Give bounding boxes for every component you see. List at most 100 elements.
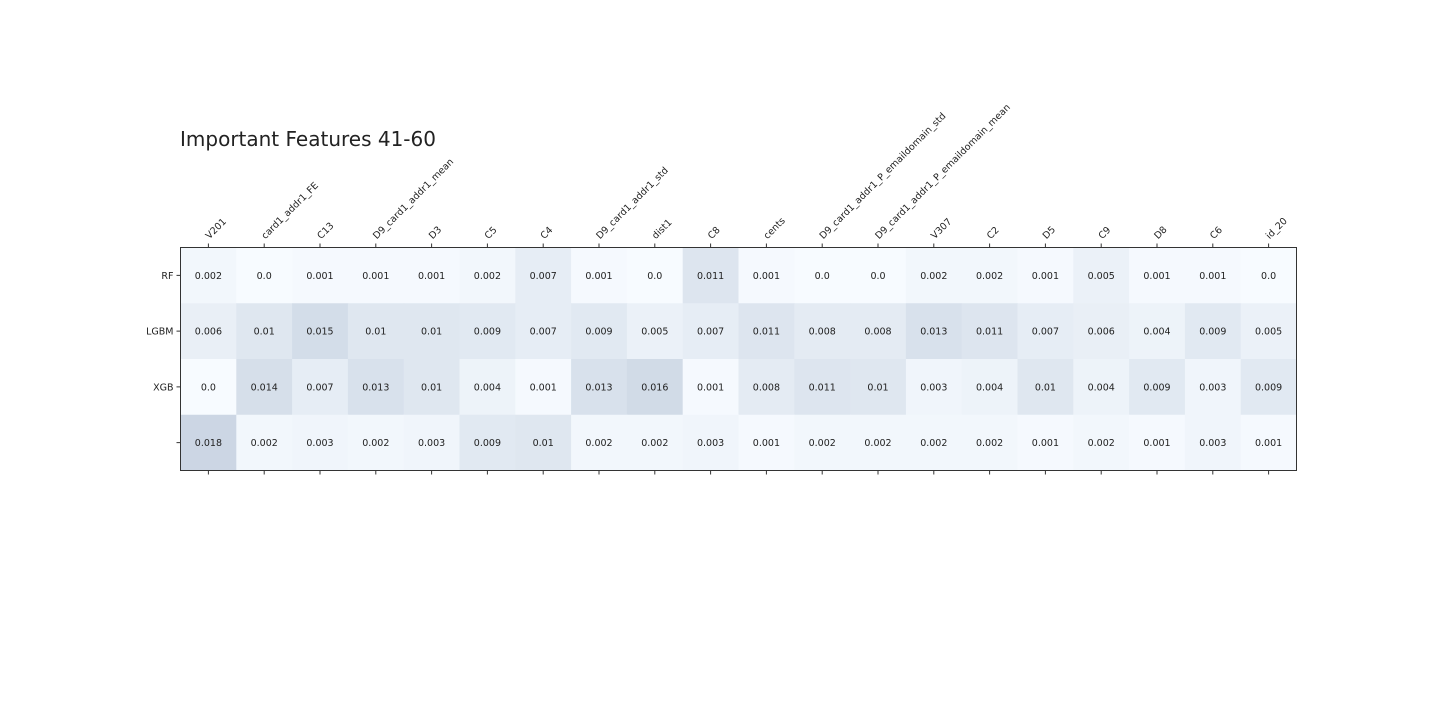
cell-value-label: 0.014 <box>251 382 278 393</box>
cell-value-label: 0.013 <box>920 327 947 338</box>
cell-value-label: 0.004 <box>1143 327 1170 338</box>
heatmap-cell <box>459 359 516 416</box>
cell-value-label: 0.001 <box>1143 271 1170 282</box>
cell-value-label: 0.001 <box>697 382 724 393</box>
x-tick-label: D9_card1_addr1_P_emaildomain_std <box>818 111 949 242</box>
cell-value-label: 0.001 <box>530 382 557 393</box>
heatmap-cell <box>180 247 237 304</box>
cell-value-label: 0.002 <box>585 438 612 449</box>
x-tick-label: D3 <box>427 224 444 241</box>
cell-value-label: 0.004 <box>474 382 501 393</box>
cell-value-label: 0.01 <box>421 382 442 393</box>
heatmap-cell <box>1129 414 1186 471</box>
heatmap-cell <box>1129 303 1186 360</box>
cell-value-label: 0.0 <box>870 271 885 282</box>
plot-frame <box>180 247 1297 471</box>
cell-value-label: 0.011 <box>976 327 1003 338</box>
heatmap-cell <box>961 359 1018 416</box>
heatmap-cell <box>236 359 293 416</box>
heatmap-cell <box>794 247 851 304</box>
heatmap-cell <box>1240 247 1297 304</box>
x-tick-label: id_20 <box>1264 216 1290 242</box>
heatmap-cell <box>738 303 795 360</box>
x-tick-label: C6 <box>1208 225 1225 242</box>
heatmap-cell <box>1017 303 1074 360</box>
heatmap-cell <box>236 247 293 304</box>
cell-value-label: 0.005 <box>641 327 668 338</box>
cell-value-label: 0.001 <box>585 271 612 282</box>
cell-value-label: 0.004 <box>1088 382 1115 393</box>
y-tick-label: RF <box>161 271 173 282</box>
cell-value-label: 0.001 <box>306 271 333 282</box>
heatmap-cell <box>850 359 907 416</box>
heatmap-cell <box>738 247 795 304</box>
cell-value-label: 0.002 <box>809 438 836 449</box>
cell-value-label: 0.002 <box>864 438 891 449</box>
heatmap-cell <box>1240 303 1297 360</box>
cell-value-label: 0.007 <box>1032 327 1059 338</box>
cell-value-label: 0.002 <box>1088 438 1115 449</box>
cell-value-label: 0.002 <box>641 438 668 449</box>
x-tick-label: D8 <box>1152 224 1169 241</box>
cell-value-label: 0.007 <box>530 327 557 338</box>
cell-value-label: 0.009 <box>1255 382 1282 393</box>
heatmap-cell <box>347 359 405 416</box>
x-tick-label: C2 <box>985 225 1002 242</box>
heatmap-cell <box>292 359 349 416</box>
cell-value-label: 0.0 <box>647 271 662 282</box>
heatmap-cell <box>403 247 460 304</box>
cell-value-label: 0.008 <box>809 327 836 338</box>
x-tick-label: cents <box>762 216 788 242</box>
cell-value-label: 0.011 <box>697 271 724 282</box>
heatmap-cell <box>403 359 460 416</box>
heatmap-cell <box>794 303 851 360</box>
cell-value-label: 0.018 <box>195 438 222 449</box>
heatmap-cell <box>403 414 460 471</box>
heatmap-cell <box>961 303 1018 360</box>
heatmap-cell <box>738 414 795 471</box>
heatmap-cell <box>1073 247 1130 304</box>
heatmap-cell <box>1017 359 1074 416</box>
cell-value-label: 0.001 <box>1255 438 1282 449</box>
cell-value-label: 0.002 <box>920 438 947 449</box>
cell-value-label: 0.0 <box>201 382 216 393</box>
heatmap-cell <box>292 303 349 360</box>
heatmap-cell <box>850 247 907 304</box>
x-tick-label: C5 <box>483 225 500 242</box>
heatmap-cell <box>1184 414 1242 471</box>
heatmap-cell <box>682 303 739 360</box>
heatmap-cell <box>961 247 1018 304</box>
heatmap-cell <box>682 247 739 304</box>
x-tick-label: dist1 <box>650 217 674 241</box>
heatmap-cell <box>1129 359 1186 416</box>
cell-value-label: 0.006 <box>1088 327 1115 338</box>
heatmap-cell <box>738 359 795 416</box>
cell-value-label: 0.002 <box>976 271 1003 282</box>
cell-value-label: 0.015 <box>306 327 333 338</box>
cell-value-label: 0.002 <box>195 271 222 282</box>
cell-value-label: 0.009 <box>1199 327 1226 338</box>
heatmap-cell <box>571 414 628 471</box>
cell-value-label: 0.001 <box>418 271 445 282</box>
heatmap-cell <box>180 414 237 471</box>
cell-value-label: 0.01 <box>365 327 386 338</box>
cell-value-label: 0.006 <box>195 327 222 338</box>
cell-value-label: 0.001 <box>753 271 780 282</box>
heatmap-cell <box>1073 359 1130 416</box>
cell-value-label: 0.0 <box>257 271 272 282</box>
cell-value-label: 0.002 <box>362 438 389 449</box>
heatmap-cell <box>515 303 572 360</box>
heatmap-cell <box>1017 414 1074 471</box>
heatmap-cell <box>1129 247 1186 304</box>
heatmap-cell <box>292 414 349 471</box>
heatmap-cell <box>236 414 293 471</box>
cell-value-label: 0.009 <box>474 327 501 338</box>
cell-value-label: 0.013 <box>585 382 612 393</box>
cell-value-label: 0.011 <box>753 327 780 338</box>
cell-value-label: 0.001 <box>1032 271 1059 282</box>
cell-value-label: 0.003 <box>306 438 333 449</box>
cell-value-label: 0.007 <box>306 382 333 393</box>
heatmap-cell <box>850 414 907 471</box>
heatmap-cell <box>682 414 739 471</box>
x-tick-label: V201 <box>204 216 229 241</box>
